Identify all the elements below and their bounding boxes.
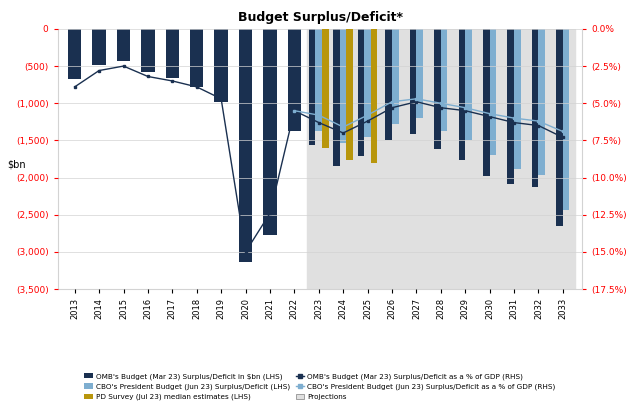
Bar <box>358 29 364 156</box>
Bar <box>434 29 441 150</box>
Bar <box>116 29 130 62</box>
Bar <box>532 29 538 187</box>
Bar <box>508 29 514 183</box>
Bar <box>364 29 371 137</box>
Bar <box>68 29 81 79</box>
Bar <box>307 29 575 289</box>
Bar <box>287 29 301 131</box>
Y-axis label: $bn: $bn <box>8 159 26 169</box>
Bar <box>459 29 465 160</box>
Bar <box>385 29 392 140</box>
Bar <box>340 29 346 142</box>
Bar <box>371 29 378 163</box>
Title: Budget Surplus/Deficit*: Budget Surplus/Deficit* <box>237 11 403 24</box>
Bar <box>483 29 490 176</box>
Bar <box>263 29 276 235</box>
Bar <box>214 29 228 102</box>
Bar <box>322 29 329 148</box>
Bar <box>141 29 155 72</box>
Bar <box>316 29 322 131</box>
Bar <box>563 29 570 209</box>
Bar <box>392 29 399 124</box>
Bar <box>190 29 204 87</box>
Bar <box>538 29 545 176</box>
Bar <box>333 29 340 166</box>
Bar <box>514 29 521 169</box>
Bar <box>239 29 252 262</box>
Bar <box>92 29 106 65</box>
Bar <box>465 29 472 140</box>
Bar <box>166 29 179 78</box>
Bar <box>441 29 447 131</box>
Bar <box>309 29 316 145</box>
Bar <box>410 29 417 135</box>
Bar <box>556 29 563 226</box>
Bar <box>490 29 496 155</box>
Legend: OMB's Budget (Mar 23) Surplus/Deficit in $bn (LHS), CBO's President Budget (Jun : OMB's Budget (Mar 23) Surplus/Deficit in… <box>82 371 558 403</box>
Bar <box>346 29 353 160</box>
Bar <box>417 29 423 118</box>
